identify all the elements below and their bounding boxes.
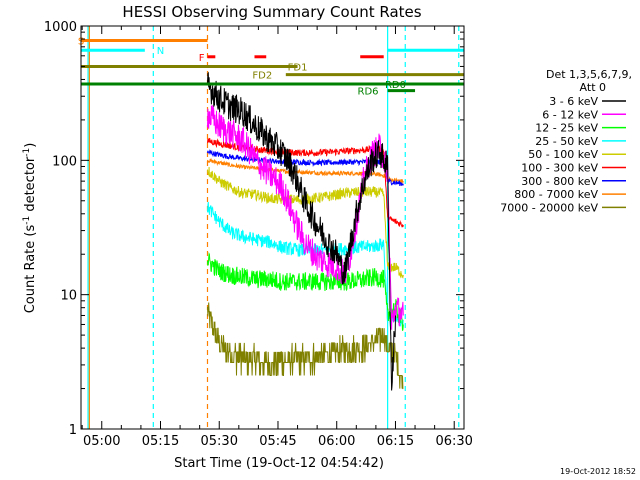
chart-title: HESSI Observing Summary Count Rates [122, 3, 421, 21]
legend-header-line1: Det 1,3,5,6,7,9, [546, 68, 632, 81]
x-tick-label: 05:30 [201, 434, 238, 449]
plot-frame [80, 25, 465, 430]
flag-label: RD6 [358, 87, 379, 98]
x-tick-label: 05:15 [142, 434, 179, 449]
flag-label: FD1 [288, 62, 308, 73]
x-tick-label: 05:45 [259, 434, 296, 449]
y-tick-label: 100 [52, 154, 77, 169]
flag-label: FD2 [252, 71, 272, 82]
legend-entry-label: 6 - 12 keV [542, 108, 598, 121]
x-tick-label: 05:00 [83, 434, 120, 449]
vertical-markers [87, 26, 460, 429]
x-tick-label: 06:15 [377, 434, 414, 449]
legend-entry-label: 100 - 300 keV [521, 162, 598, 175]
flag-label: N [157, 46, 164, 57]
y-axis-label: Count Rate (s-1 detector-1) [22, 143, 38, 314]
legend-entry-label: 25 - 50 keV [535, 135, 598, 148]
flag-label: RD0 [385, 80, 406, 91]
y-tick-label: 10 [60, 289, 77, 304]
axes: 1 10 100 1000 05:00 05:15 05:30 05:45 06:00 06:15… [44, 20, 473, 449]
footer-timestamp: 19-Oct-2012 18:52 [560, 467, 636, 476]
legend-entry-label: 3 - 6 keV [549, 95, 598, 108]
legend-entry-label: 7000 - 20000 keV [500, 201, 598, 214]
series-line [207, 252, 404, 331]
x-tick-label: 06:00 [318, 434, 355, 449]
series-line [207, 302, 404, 390]
flag-label: F [199, 53, 205, 64]
series-line [207, 71, 396, 391]
y-tick-label: 1000 [44, 20, 77, 35]
legend-entry-label: 50 - 100 keV [528, 148, 598, 161]
legend-header-line2: Att 0 [580, 81, 606, 94]
series-line [207, 201, 404, 327]
series-layer [207, 71, 404, 391]
y-tick-label: 1 [69, 423, 77, 438]
x-tick-label: 06:30 [435, 434, 472, 449]
legend-entry-label: 300 - 800 keV [521, 175, 598, 188]
legend-entry-label: 12 - 25 keV [535, 122, 598, 135]
x-axis-label: Start Time (19-Oct-12 04:54:42) [174, 456, 384, 471]
legend-entry-label: 800 - 7000 keV [514, 188, 598, 201]
